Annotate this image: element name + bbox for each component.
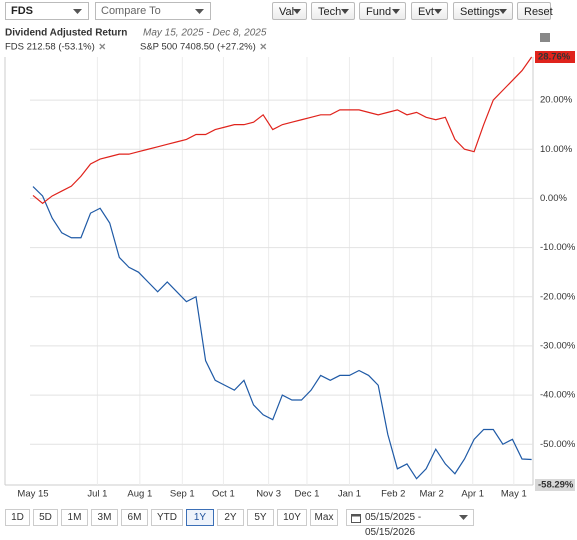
legend-label: S&P 500 7408.50 (+27.2%)	[140, 42, 256, 53]
chart-title: Dividend Adjusted Return	[5, 28, 127, 39]
dropdown-arrow	[293, 9, 301, 14]
range-button-label: 1Y	[193, 512, 207, 523]
range-button-label: 3M	[97, 512, 112, 523]
toolbar-button-label: Fund	[366, 6, 392, 18]
y-edge-label-box	[535, 479, 575, 491]
toolbar-button-label: Reset	[524, 6, 553, 18]
date-range[interactable]: 05/15/2025 - 05/15/2026	[346, 509, 474, 538]
dropdown-arrow	[434, 9, 442, 14]
range-button[interactable]: 10Y	[277, 509, 307, 526]
range-button[interactable]: 5Y	[247, 509, 274, 526]
dropdown-arrow	[73, 9, 82, 14]
legend-remove	[260, 43, 267, 50]
x-tick-label: Nov 3	[256, 489, 281, 500]
range-button[interactable]: 1D	[5, 509, 30, 526]
range-button-label: 1D	[11, 512, 24, 523]
range-button[interactable]: YTD	[151, 509, 183, 526]
range-button[interactable]: Max	[310, 509, 338, 526]
range-button-label: YTD	[157, 512, 177, 523]
symbol-select[interactable]: FDS	[5, 2, 89, 20]
y-tick-label: -10.00%	[540, 242, 576, 253]
x-tick-label: Jul 1	[87, 489, 107, 500]
chart-subtitle: May 15, 2025 - Dec 8, 2025	[143, 28, 267, 39]
print-icon[interactable]	[540, 33, 550, 42]
x-tick-label: Oct 1	[212, 489, 235, 500]
dropdown-arrow	[459, 515, 468, 520]
x-tick-label: Apr 1	[461, 489, 484, 500]
y-tick-label: 20.00%	[540, 95, 573, 106]
y-tick-label: 10.00%	[540, 144, 573, 155]
x-tick-label: Aug 1	[127, 489, 152, 500]
x-tick-label: May 15	[17, 489, 48, 500]
dropdown-arrow	[341, 9, 349, 14]
toolbar-button[interactable]: Reset	[517, 2, 553, 20]
legend-remove	[99, 43, 106, 50]
x-tick-label: May 1	[501, 489, 527, 500]
dropdown-arrow	[499, 9, 507, 14]
range-button-label: 6M	[127, 512, 142, 523]
toolbar-button-label: Val	[279, 6, 295, 18]
range-button[interactable]: 1M	[61, 509, 88, 526]
range-button-label: 5Y	[254, 512, 267, 523]
y-tick-label: 0.00%	[540, 193, 567, 204]
x-tick-label: Jan 1	[338, 489, 361, 500]
compare-select[interactable]: Compare To	[95, 2, 211, 20]
legend-label: FDS 212.58 (-53.1%)	[5, 42, 95, 53]
range-button[interactable]: 5D	[33, 509, 58, 526]
dropdown-arrow	[195, 9, 204, 14]
y-edge-label: -58.29%	[538, 480, 574, 491]
y-tick-label: -20.00%	[540, 291, 576, 302]
date-range-text: 05/15/2025 - 05/15/2026	[365, 512, 422, 538]
y-tick-label: -40.00%	[540, 390, 576, 401]
range-button-label: 10Y	[283, 512, 301, 523]
x-tick-label: Mar 2	[419, 489, 443, 500]
x-tick-label: Sep 1	[170, 489, 195, 500]
series-line	[32, 186, 532, 480]
range-button[interactable]: 3M	[91, 509, 118, 526]
compare-placeholder: Compare To	[101, 5, 161, 17]
dropdown-arrow	[392, 9, 400, 14]
range-button-label: Max	[314, 512, 334, 523]
toolbar-button[interactable]: Val	[272, 2, 307, 20]
x-tick-label: Dec 1	[295, 489, 320, 500]
toolbar-button[interactable]: Evt	[411, 2, 448, 20]
x-tick-label: Feb 2	[381, 489, 405, 500]
toolbar-button-label: Settings	[460, 6, 500, 18]
range-button[interactable]: 1Y	[186, 509, 214, 526]
y-tick-label: -30.00%	[540, 340, 576, 351]
range-button-label: 1M	[67, 512, 82, 523]
y-edge-label-box	[535, 51, 575, 63]
y-edge-label: 28.76%	[538, 52, 571, 63]
toolbar-button[interactable]: Fund	[359, 2, 406, 20]
range-button[interactable]: 6M	[121, 509, 148, 526]
toolbar-button-label: Tech	[318, 6, 342, 18]
y-tick-label: -50.00%	[540, 439, 576, 450]
range-button-label: 5D	[39, 512, 52, 523]
calendar-icon	[351, 514, 361, 523]
toolbar-button-label: Evt	[418, 6, 434, 18]
symbol: FDS	[11, 5, 33, 17]
chart: Dividend Adjusted Return May 15, 2025 - …	[4, 28, 576, 500]
toolbar-button[interactable]: Tech	[311, 2, 355, 20]
series-line	[32, 56, 533, 205]
range-button-label: 2Y	[224, 512, 237, 523]
range-button[interactable]: 2Y	[217, 509, 244, 526]
toolbar-button[interactable]: Settings	[453, 2, 513, 20]
